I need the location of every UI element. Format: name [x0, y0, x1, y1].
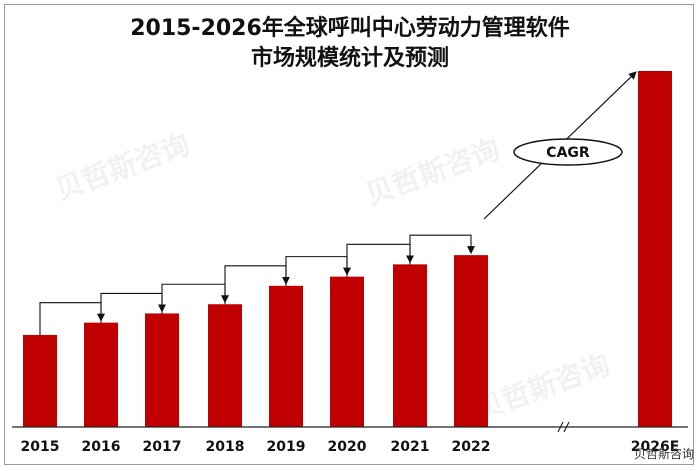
x-tick-labels: 2015 2016 2017 2018 2019 2020 2021 2022 2026E: [21, 439, 680, 455]
chart-title: 2015-2026年全球呼叫中心劳动力管理软件 市场规模统计及预测: [0, 14, 700, 74]
growth-connectors: [39, 234, 475, 335]
bar-2019: [269, 285, 303, 427]
bar-2020: [330, 276, 364, 427]
bar-2016: [84, 322, 118, 427]
bar-2017: [145, 313, 179, 427]
bar-2026E: [638, 71, 672, 427]
x-tick-label: 2016: [82, 439, 121, 455]
x-tick-label: 2026E: [631, 439, 680, 455]
watermark-text: 贝哲斯咨询: [361, 133, 504, 212]
watermark-text: 贝哲斯咨询: [471, 348, 614, 427]
bars-layer: [23, 71, 672, 427]
x-tick-label: 2021: [391, 439, 430, 455]
cagr-annotation: CAGR: [483, 71, 637, 220]
x-tick-label: 2017: [143, 439, 182, 455]
bar-2021: [393, 264, 427, 427]
x-tick-label: 2019: [267, 439, 306, 455]
x-tick-label: 2018: [206, 439, 245, 455]
x-tick-label: 2022: [452, 439, 491, 455]
axis-break-mark: [557, 421, 570, 433]
x-tick-label: 2015: [21, 439, 60, 455]
chart-title-line-1: 2015-2026年全球呼叫中心劳动力管理软件: [130, 16, 570, 41]
chart-title-line-2: 市场规模统计及预测: [250, 46, 449, 71]
cagr-label: CAGR: [546, 145, 590, 161]
watermark-credit: 贝哲斯咨询: [634, 446, 694, 461]
bar-2018: [208, 304, 242, 427]
watermark-text: 贝哲斯咨询: [51, 128, 194, 207]
cagr-ellipse: [513, 138, 623, 166]
bar-2015: [23, 334, 57, 427]
x-tick-label: 2020: [328, 439, 367, 455]
bar-2022: [454, 255, 488, 427]
growth-connector: [409, 234, 475, 265]
